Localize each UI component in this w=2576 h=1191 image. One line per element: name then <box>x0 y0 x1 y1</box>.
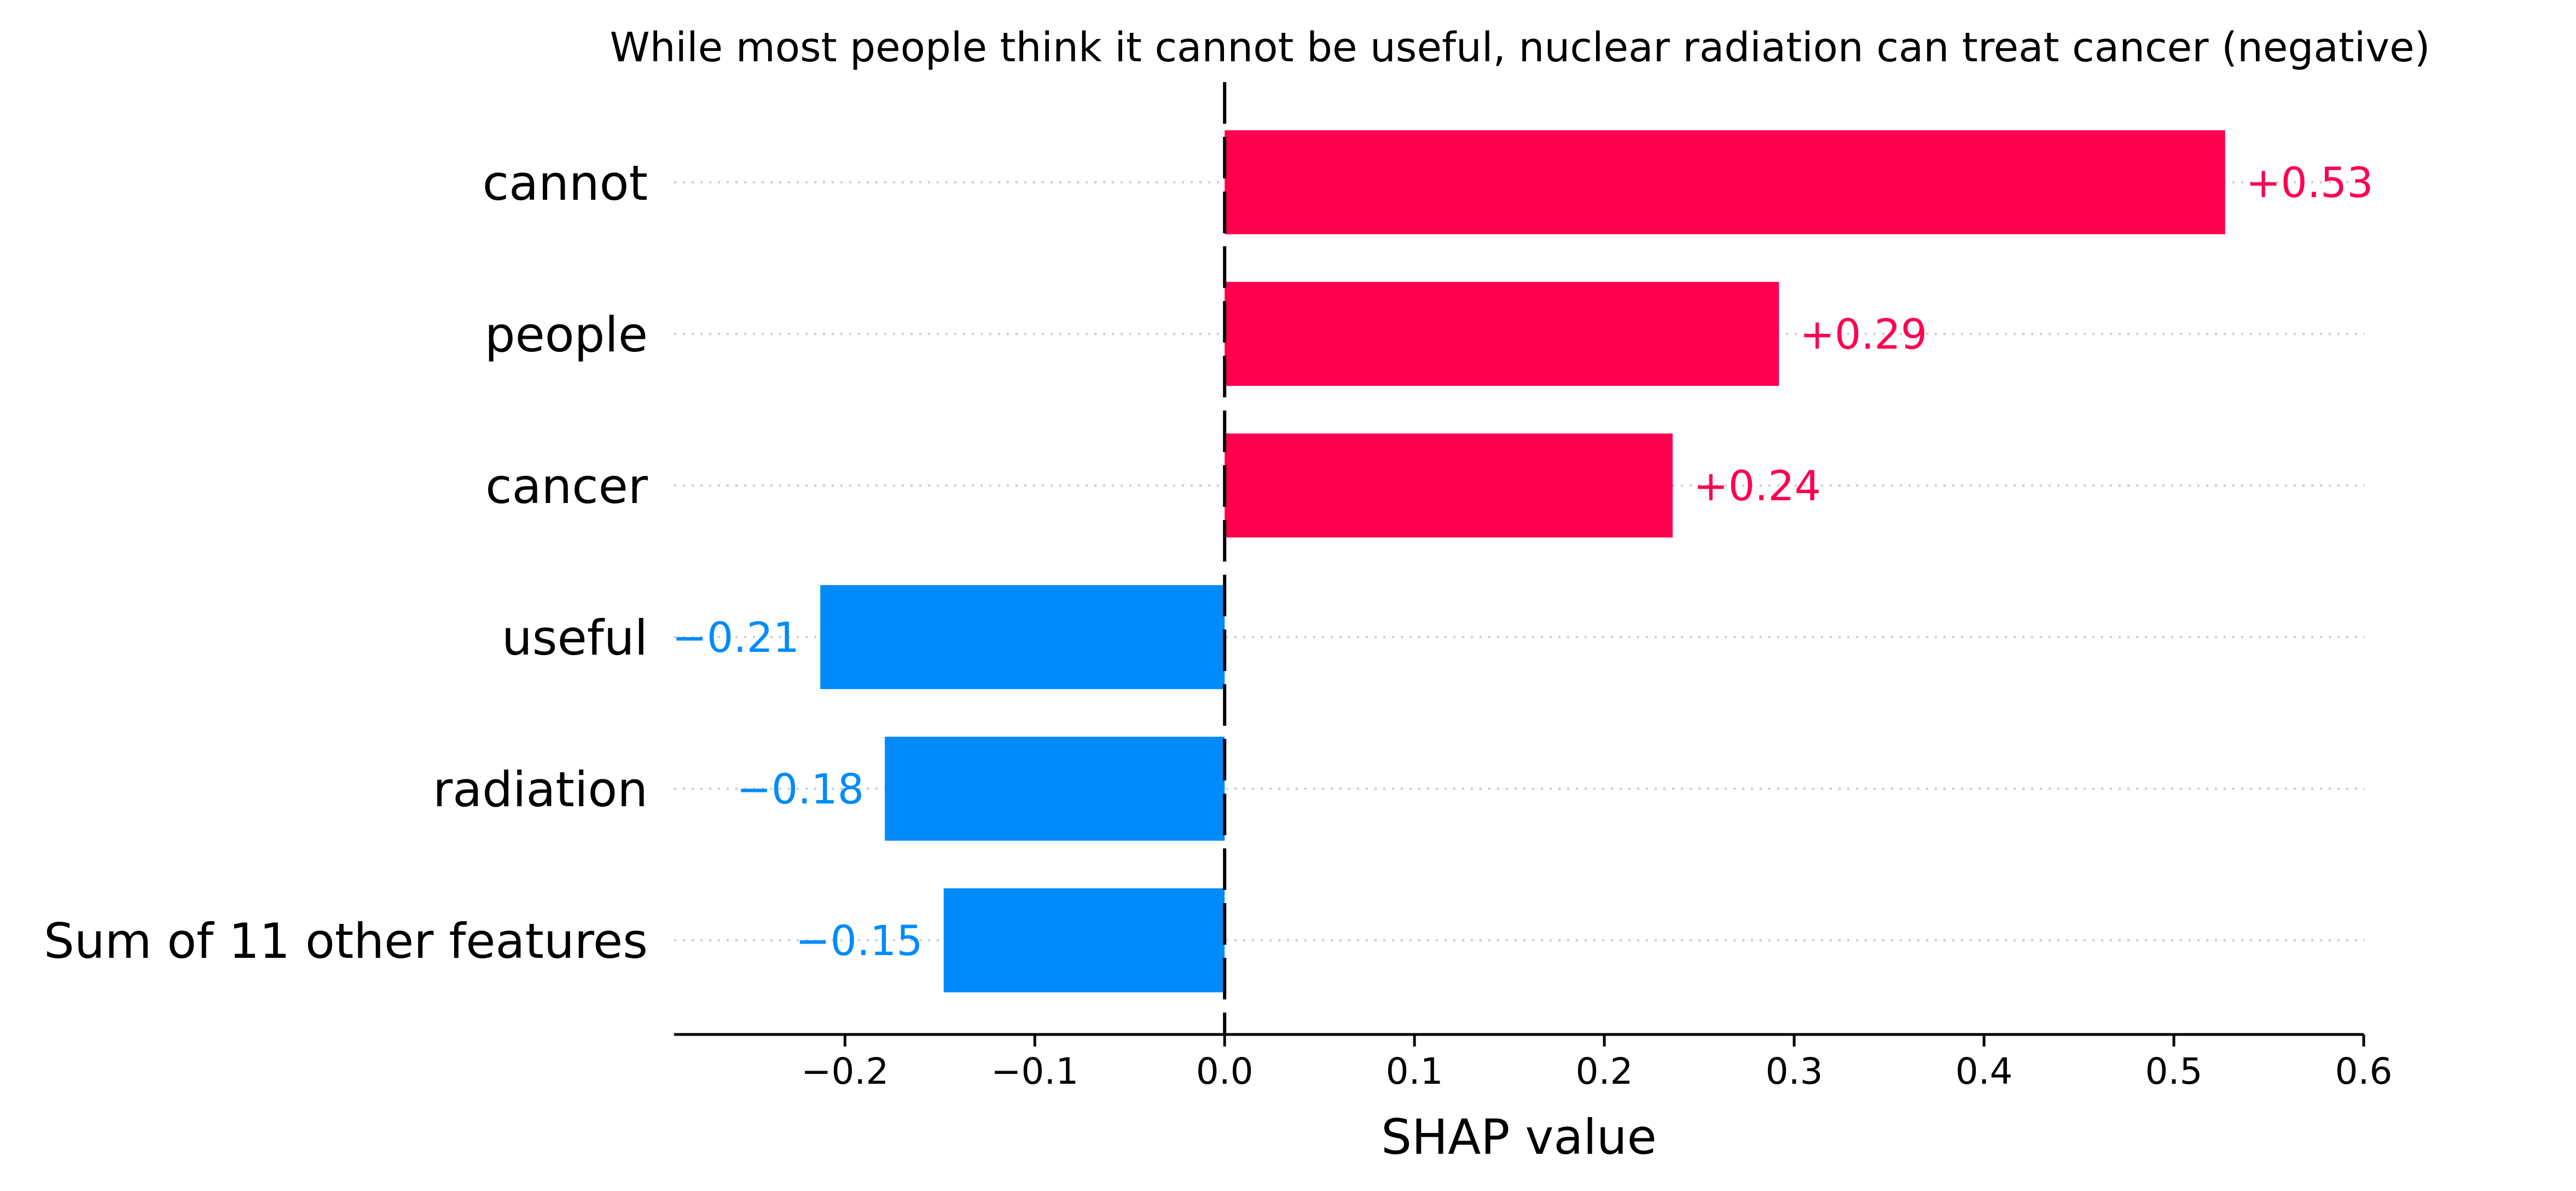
x-tick-label: −0.1 <box>991 1050 1078 1092</box>
feature-label-1: people <box>485 307 648 363</box>
chart-title: While most people think it cannot be use… <box>610 24 2430 71</box>
value-labels: +0.53 +0.29 +0.24 −0.21 −0.18 −0.15 <box>672 158 2373 965</box>
x-tick-label: 0.2 <box>1576 1050 1633 1092</box>
value-label-2: +0.24 <box>1693 461 1821 510</box>
bar-3 <box>820 585 1225 689</box>
value-label-1: +0.29 <box>1800 310 1927 359</box>
x-tick-label: 0.6 <box>2335 1050 2393 1092</box>
value-label-0: +0.53 <box>2246 158 2374 207</box>
x-axis-ticks: −0.2 −0.1 0.0 0.1 0.2 0.3 0.4 0.5 0.6 <box>801 1034 2392 1092</box>
bar-2 <box>1225 433 1673 537</box>
feature-labels: cannot people cancer useful radiation Sum of … <box>44 155 648 969</box>
value-label-4: −0.18 <box>736 765 864 813</box>
x-tick-label: 0.5 <box>2145 1050 2203 1092</box>
bars <box>820 130 2225 992</box>
bar-5 <box>943 888 1225 992</box>
feature-label-0: cannot <box>483 155 648 211</box>
x-tick-label: 0.1 <box>1386 1050 1443 1092</box>
x-tick-label: 0.3 <box>1766 1050 1823 1092</box>
bar-1 <box>1225 282 1779 386</box>
bar-0 <box>1225 130 2225 234</box>
x-axis-title: SHAP value <box>1381 1109 1657 1165</box>
feature-label-2: cancer <box>485 458 648 514</box>
value-label-3: −0.21 <box>672 613 799 662</box>
feature-label-4: radiation <box>433 761 648 818</box>
feature-label-3: useful <box>502 610 648 666</box>
x-tick-label: 0.4 <box>1956 1050 2013 1092</box>
bar-4 <box>885 737 1225 841</box>
x-tick-label: 0.0 <box>1196 1050 1254 1092</box>
feature-label-5: Sum of 11 other features <box>44 913 648 969</box>
value-label-5: −0.15 <box>796 916 923 965</box>
x-tick-label: −0.2 <box>801 1050 889 1092</box>
